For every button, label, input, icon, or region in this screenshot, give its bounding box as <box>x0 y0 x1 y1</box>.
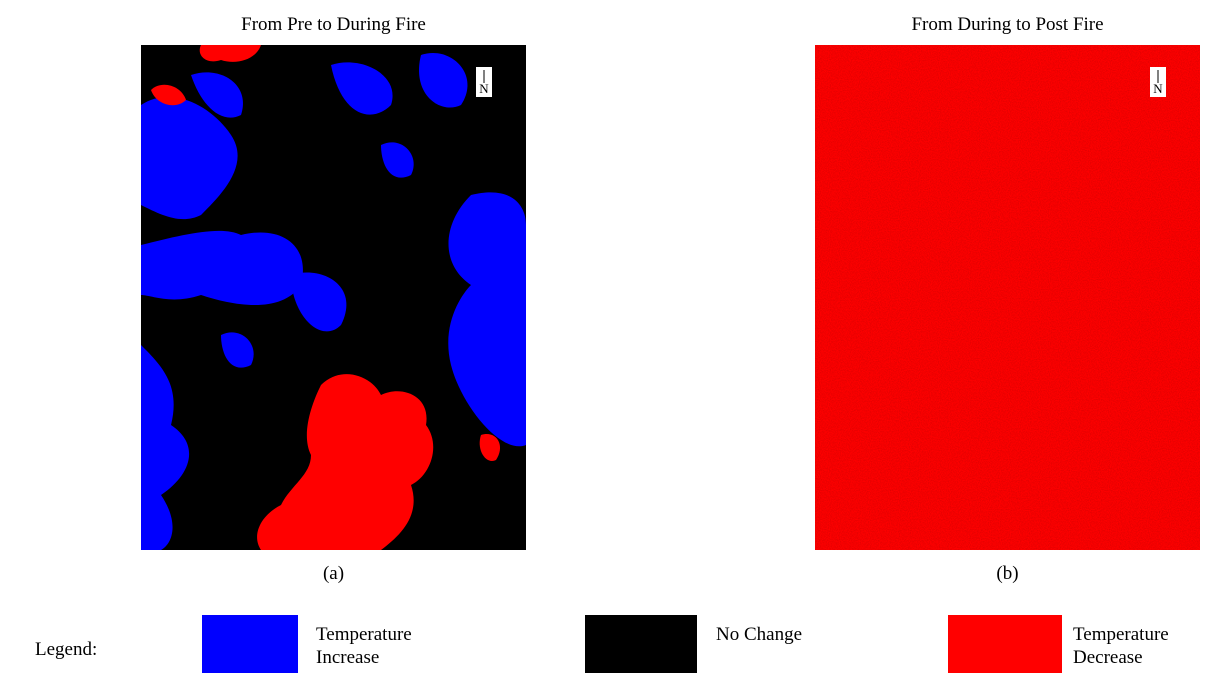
change-map-b: N <box>815 45 1200 550</box>
change-map-a: N <box>141 45 526 550</box>
panel-label: (b) <box>815 563 1200 585</box>
legend-swatch <box>202 615 298 673</box>
page: From Pre to During Fire From During to P… <box>0 0 1213 674</box>
legend-label: No Change <box>716 623 856 646</box>
north-arrow: N <box>1153 81 1163 96</box>
north-arrow: N <box>479 81 489 96</box>
legend-swatch <box>585 615 697 673</box>
panel-title: From Pre to During Fire <box>141 14 526 36</box>
legend-label: Temperature Increase <box>316 623 456 669</box>
panel-title: From During to Post Fire <box>815 14 1200 36</box>
panel-label: (a) <box>141 563 526 585</box>
legend-label: Temperature Decrease <box>1073 623 1203 669</box>
legend-title: Legend: <box>35 638 175 661</box>
legend-swatch <box>948 615 1062 673</box>
